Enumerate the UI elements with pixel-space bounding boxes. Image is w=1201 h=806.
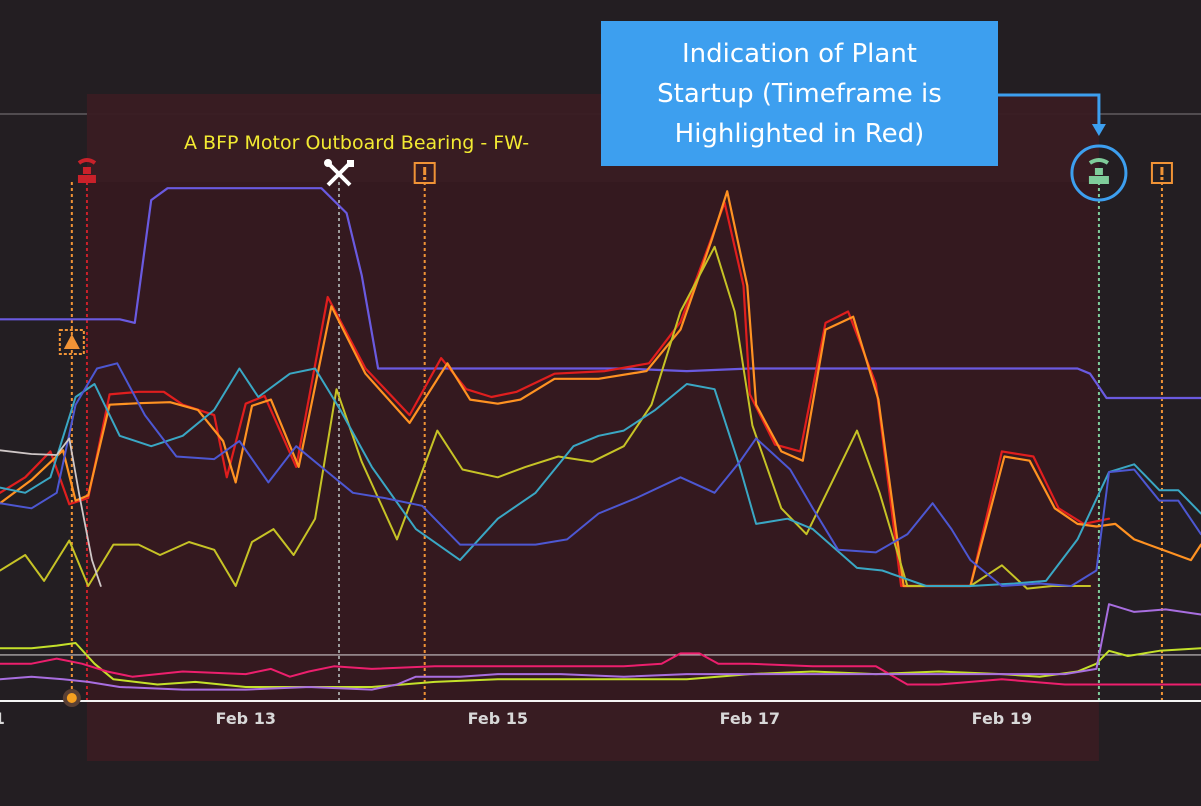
x-tick-label-3: Feb 17 <box>720 709 780 728</box>
callout-arrowhead <box>1091 124 1106 136</box>
series-line-5 <box>0 362 1201 587</box>
annotation-callout: Indication of Plant Startup (Timeframe i… <box>601 21 998 166</box>
alert-exclamation-icon[interactable] <box>413 162 436 184</box>
x-tick-label-0: 11 <box>0 709 5 728</box>
callout-line-2: Startup (Timeframe is <box>657 78 942 109</box>
series-line-6 <box>0 437 102 587</box>
x-tick-label-4: Feb 19 <box>972 709 1032 728</box>
plant-startup-red-icon[interactable] <box>77 158 97 183</box>
start-event-icon[interactable] <box>58 329 85 355</box>
series-line-4 <box>0 367 1201 587</box>
series-line-2 <box>0 190 1201 588</box>
maintenance-tools-icon[interactable] <box>324 159 355 187</box>
series-line-0 <box>0 187 1201 400</box>
highlight-ring <box>1070 144 1128 202</box>
series-line-8 <box>0 652 1201 686</box>
start-point-dot <box>66 693 77 703</box>
series-line-3 <box>0 245 1092 590</box>
startup-highlight-plot <box>86 182 1099 700</box>
callout-line-1: Indication of Plant <box>681 38 917 69</box>
plant-startup-green-icon[interactable] <box>1070 144 1128 202</box>
series-line-9 <box>0 603 1201 691</box>
callout-line-3: Highlighted in Red) <box>674 118 925 149</box>
x-tick-label-2: Feb 15 <box>468 709 528 728</box>
callout-connector <box>998 93 1101 126</box>
chart-title: A BFP Motor Outboard Bearing - FW- <box>184 132 529 154</box>
alert-exclamation-icon[interactable] <box>1150 162 1173 184</box>
x-tick-label-1: Feb 13 <box>216 709 276 728</box>
